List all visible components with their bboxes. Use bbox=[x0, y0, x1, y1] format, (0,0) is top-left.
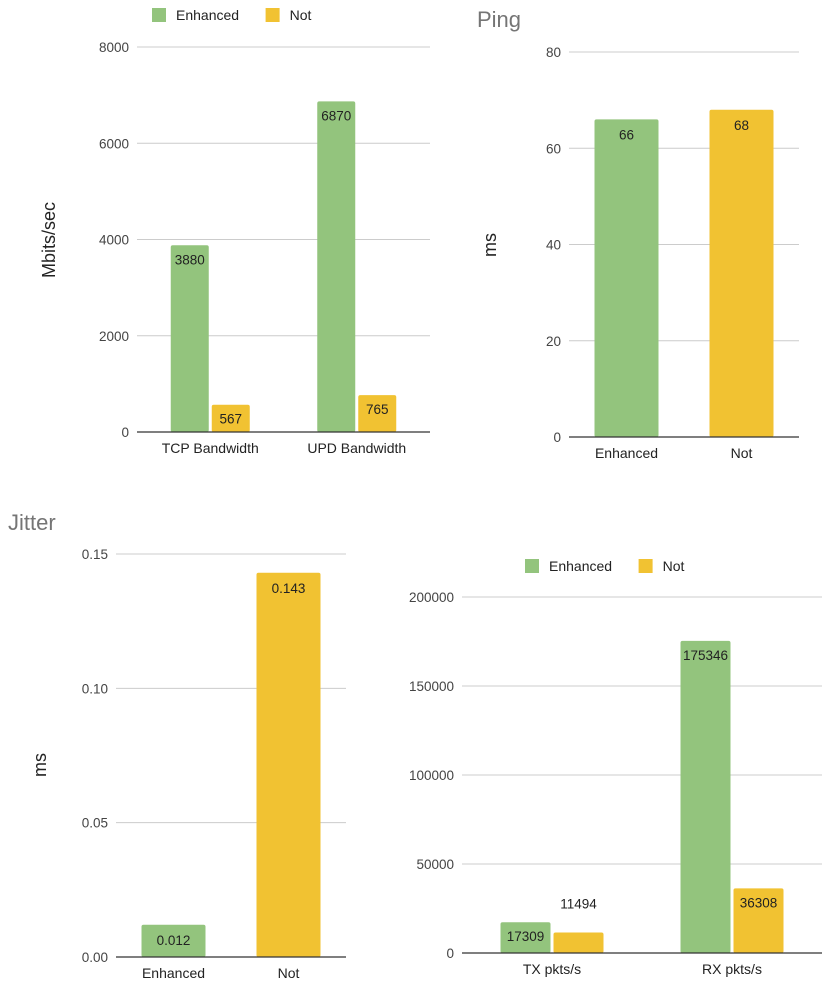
data-label: 3880 bbox=[175, 252, 205, 267]
y-tick-label: 0.00 bbox=[82, 950, 108, 965]
x-category-label: Not bbox=[278, 965, 300, 981]
bar bbox=[500, 922, 551, 953]
data-label: 567 bbox=[219, 412, 242, 427]
jitter-chart: Jitter 0.00 0.05 0.10 0.15 ms 0.012 Enhanced 0.1… bbox=[8, 510, 346, 981]
bar bbox=[256, 572, 321, 957]
x-category-label: Enhanced bbox=[142, 965, 205, 981]
bar bbox=[141, 924, 206, 957]
y-tick-label: 8000 bbox=[99, 40, 129, 55]
data-label: 66 bbox=[619, 127, 634, 142]
legend-item: Enhanced bbox=[525, 558, 612, 574]
x-category-label: RX pkts/s bbox=[702, 961, 762, 977]
y-axis-title: ms bbox=[30, 753, 50, 777]
data-label: 11494 bbox=[560, 897, 597, 912]
y-tick-label: 150000 bbox=[409, 679, 454, 694]
data-label: 175346 bbox=[683, 648, 728, 663]
bar bbox=[553, 932, 604, 953]
y-tick-label: 60 bbox=[546, 141, 561, 156]
legend-item: Enhanced bbox=[152, 7, 239, 23]
legend-label: Not bbox=[290, 7, 312, 23]
legend-swatch bbox=[638, 559, 653, 573]
legend-swatch bbox=[152, 8, 166, 22]
legend-item: Not bbox=[638, 558, 685, 574]
data-label: 0.143 bbox=[272, 581, 306, 596]
y-tick-label: 200000 bbox=[409, 590, 454, 605]
y-tick-label: 0 bbox=[446, 946, 454, 961]
data-label: 36308 bbox=[740, 895, 778, 910]
bar bbox=[211, 404, 250, 432]
legend-swatch bbox=[525, 559, 539, 573]
x-category-label: Not bbox=[731, 445, 753, 461]
bar bbox=[170, 245, 209, 432]
y-tick-label: 0 bbox=[121, 425, 129, 440]
y-tick-label: 0 bbox=[553, 430, 561, 445]
y-tick-label: 2000 bbox=[99, 329, 129, 344]
packets-chart: Enhanced Not 0 50000 100000 150000 200000 17309… bbox=[409, 558, 822, 977]
bar bbox=[317, 101, 356, 432]
y-tick-label: 0.10 bbox=[82, 681, 108, 696]
data-label: 17309 bbox=[507, 929, 545, 944]
legend-swatch bbox=[265, 8, 280, 22]
y-tick-label: 80 bbox=[546, 45, 561, 60]
legend-label: Enhanced bbox=[549, 558, 612, 574]
bar bbox=[358, 395, 397, 432]
data-label: 0.012 bbox=[157, 933, 191, 948]
y-tick-label: 4000 bbox=[99, 233, 129, 248]
bar bbox=[733, 888, 784, 953]
y-tick-label: 50000 bbox=[416, 857, 454, 872]
chart-title: Jitter bbox=[8, 510, 56, 535]
y-tick-label: 20 bbox=[546, 334, 561, 349]
y-tick-label: 6000 bbox=[99, 136, 129, 151]
y-axis-title: ms bbox=[480, 233, 500, 257]
y-axis-title: Mbits/sec bbox=[39, 202, 59, 278]
x-category-label: Enhanced bbox=[595, 445, 658, 461]
y-tick-label: 0.15 bbox=[82, 547, 108, 562]
x-category-label: TX pkts/s bbox=[523, 961, 581, 977]
x-category-label: TCP Bandwidth bbox=[162, 440, 259, 456]
legend-item: Not bbox=[265, 7, 312, 23]
bar bbox=[709, 109, 774, 437]
data-label: 6870 bbox=[321, 108, 351, 123]
data-label: 68 bbox=[734, 118, 749, 133]
y-tick-label: 100000 bbox=[409, 768, 454, 783]
bar bbox=[680, 640, 731, 953]
x-category-label: UPD Bandwidth bbox=[307, 440, 406, 456]
ping-chart: Ping 0 20 40 60 80 ms 66 Enhanced 68 Not bbox=[477, 7, 799, 461]
legend-label: Enhanced bbox=[176, 7, 239, 23]
bandwidth-chart: Enhanced Not 0 2000 4000 6000 8000 Mbits/sec 388… bbox=[39, 7, 430, 456]
chart-title: Ping bbox=[477, 7, 521, 32]
data-label: 765 bbox=[366, 402, 389, 417]
bar bbox=[594, 119, 659, 437]
legend-label: Not bbox=[663, 558, 685, 574]
y-tick-label: 0.05 bbox=[82, 816, 108, 831]
y-tick-label: 40 bbox=[546, 238, 561, 253]
